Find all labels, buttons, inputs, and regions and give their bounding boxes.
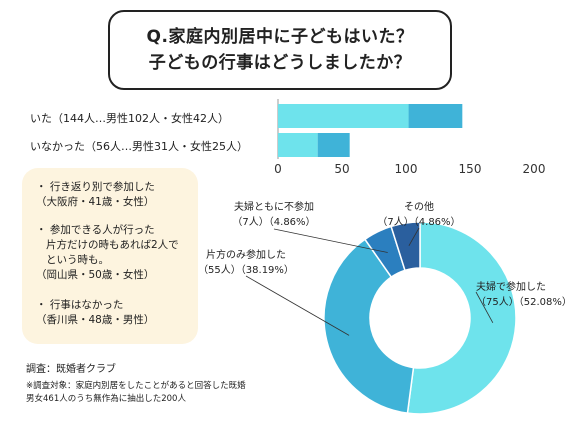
title-line-1: Q.家庭内別居中に子どもはいた？ (146, 27, 414, 47)
donut-slice-label-0: 夫婦で参加した (476, 280, 546, 293)
survey-note-1: ※調査対象：家庭内別居をしたことがあると回答した既婚 (26, 381, 246, 391)
bar-segment-1-1 (317, 133, 350, 157)
donut-leader-line-3 (408, 227, 420, 247)
donut-slice-label-2: 夫婦ともに不参加 (234, 200, 314, 213)
donut-slice-value-3: （7人）（4.86%） (377, 216, 460, 228)
quote-2-text-cont2: という時も。 (46, 254, 109, 266)
donut-slice-3 (390, 221, 421, 272)
donut-slice-value-0: （75人）（52.08%） (476, 296, 568, 308)
x-tick-label: 0 (274, 162, 282, 176)
donut-slice-value-2: （7人）（4.86%） (232, 216, 315, 228)
x-tick-label: 50 (334, 162, 349, 176)
bar-segment-1-0 (278, 133, 318, 157)
donut-slice-value-1: （55人）（38.19%） (198, 264, 294, 276)
bar-category-label-1: いなかった（56人…男性31人・女性25人） (30, 140, 248, 153)
quote-3-attribution: （香川県・48歳・男性） (36, 314, 155, 326)
donut-slice-label-3: その他 (404, 200, 434, 213)
quotes-box: ・ 行き返り別で参加した （大阪府・41歳・女性） ・ 参加できる人が行った 片… (22, 168, 198, 344)
bar-segment-0-1 (408, 104, 463, 128)
survey-source: 調査：既婚者クラブ (26, 364, 116, 375)
bar-category-label-0: いた（144人…男性102人・女性42人） (30, 112, 229, 125)
donut-slice-label-1: 片方のみ参加した (206, 248, 286, 261)
quote-2-text: ・ 参加できる人が行った (36, 224, 155, 236)
quote-1-text: ・ 行き返り別で参加した (36, 181, 155, 193)
quote-2-text-cont: 片方だけの時もあれば2人で (46, 239, 179, 251)
title-line-2: 子どもの行事はどうしましたか？ (148, 53, 412, 73)
donut-slice-2 (363, 225, 406, 279)
bar-segment-0-0 (278, 104, 409, 128)
title-box: Q.家庭内別居中に子どもはいた？ 子どもの行事はどうしましたか？ (108, 10, 452, 90)
quote-1-attribution: （大阪府・41歳・女性） (36, 196, 155, 208)
donut-leader-line-0 (475, 291, 494, 323)
donut-slice-0 (406, 221, 517, 415)
donut-leader-line-2 (273, 228, 388, 253)
x-tick-label: 200 (523, 162, 546, 176)
donut-leader-line-1 (245, 275, 350, 336)
x-tick-label: 150 (459, 162, 482, 176)
x-tick-label: 100 (395, 162, 418, 176)
donut-slice-1 (323, 238, 415, 415)
survey-note-2: 男女461人のうち無作為に抽出した200人 (26, 394, 186, 404)
quote-3-text: ・ 行事はなかった (36, 299, 124, 311)
quote-2-attribution: （岡山県・50歳・女性） (36, 269, 155, 281)
